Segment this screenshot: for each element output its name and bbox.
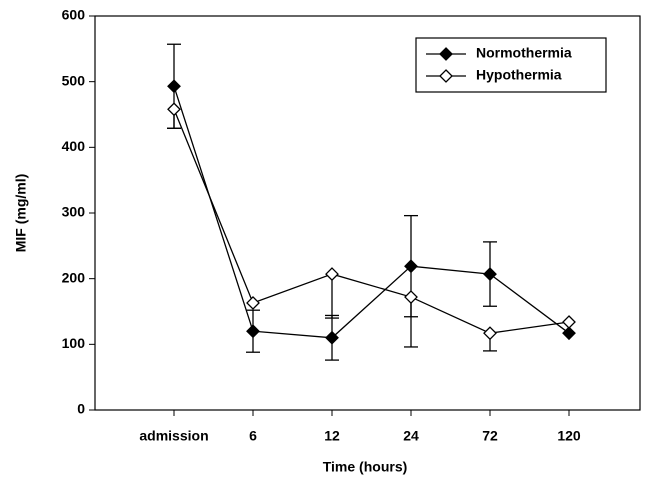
y-tick-label: 500: [62, 72, 86, 88]
marker: [325, 267, 339, 281]
marker: [167, 79, 181, 94]
legend-marker: [439, 47, 453, 61]
x-tick-label: 12: [324, 428, 340, 444]
y-tick-label: 0: [77, 401, 85, 417]
x-tick-label: 6: [249, 428, 257, 444]
x-tick-label: 72: [482, 428, 498, 444]
series-line: [173, 86, 570, 339]
x-tick-label: admission: [139, 428, 208, 444]
marker: [404, 290, 418, 304]
legend-label: Hypothermia: [476, 67, 562, 83]
marker: [562, 326, 576, 341]
marker: [246, 324, 260, 339]
y-axis-label: MIF (mg/ml): [13, 174, 29, 253]
y-tick-label: 400: [62, 138, 86, 154]
legend-box: [415, 37, 607, 93]
x-tick-label: 24: [403, 428, 419, 444]
marker: [483, 326, 497, 341]
y-tick-label: 600: [62, 7, 86, 23]
legend-label: Normothermia: [476, 45, 572, 61]
legend-marker: [439, 69, 453, 83]
y-tick-label: 100: [62, 335, 86, 351]
y-tick-label: 300: [62, 204, 86, 220]
marker: [404, 259, 418, 274]
marker: [483, 267, 497, 281]
x-tick-label: 120: [557, 428, 581, 444]
series-line: [173, 109, 570, 334]
marker: [246, 296, 260, 310]
marker: [325, 330, 339, 345]
marker: [562, 315, 576, 329]
y-tick-label: 200: [62, 269, 86, 285]
x-axis-label: Time (hours): [323, 459, 408, 475]
marker: [167, 102, 181, 117]
